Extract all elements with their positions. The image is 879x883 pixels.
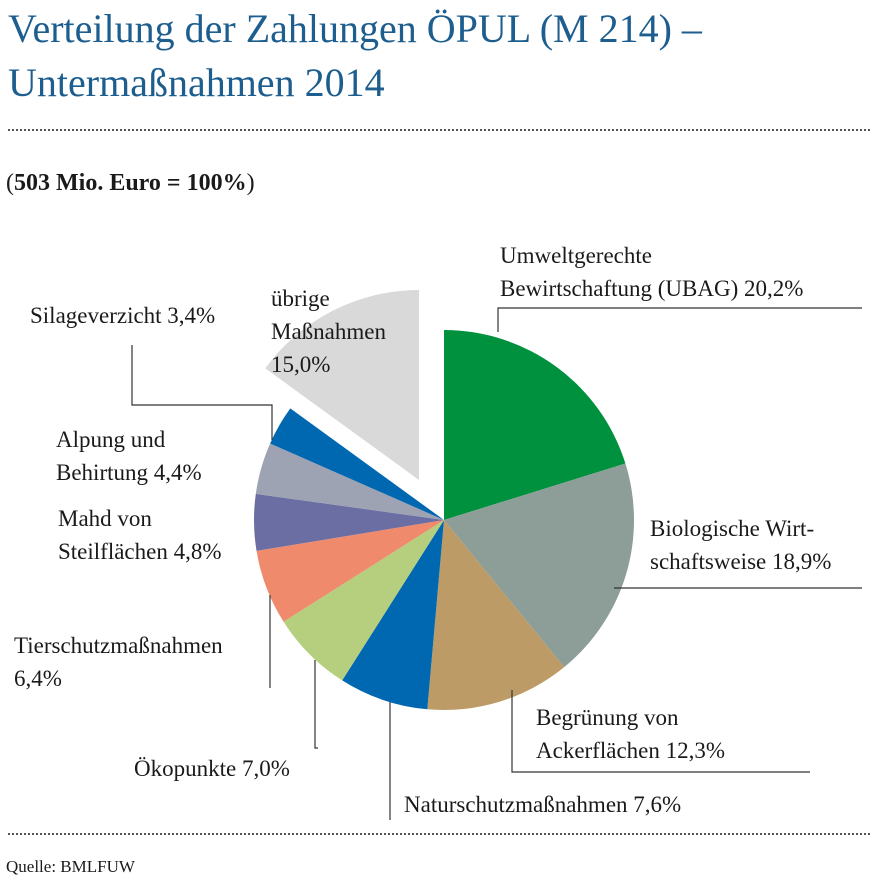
slice-label-3-line-1: Begrünung von (536, 705, 679, 730)
slice-label-1-line-1: Umweltgerechte (500, 243, 652, 268)
slice-label-7: Mahd von Steilflächen 4,8% (58, 506, 222, 564)
pie-slice-6 (256, 520, 444, 622)
slice-label-1-line-2: Bewirtschaftung (UBAG) 20,2% (500, 276, 803, 301)
pie-slice-3 (427, 520, 565, 711)
subtitle-close-paren: ) (246, 170, 255, 196)
slice-label-3-line-2: Ackerflächen 12,3% (536, 738, 725, 763)
pie-slice-10 (265, 290, 419, 480)
pie-slice-1 (444, 330, 626, 520)
chart-title: Verteilung der Zahlungen ÖPUL (M 214) – … (8, 2, 868, 110)
slice-label-4: Naturschutzmaßnahmen 7,6% (404, 792, 681, 817)
top-dotted-divider (8, 129, 870, 131)
source-note: Quelle: BMLFUW (6, 857, 135, 876)
slice-label-7-line-2: Steilflächen 4,8% (58, 539, 222, 564)
bottom-dotted-divider (8, 833, 870, 835)
chart-title-line-1: Verteilung der Zahlungen ÖPUL (M 214) – (8, 6, 702, 51)
leader-line-5 (314, 660, 318, 749)
slice-label-2: Biologische Wirt-schaftsweise 18,9% (650, 516, 831, 574)
subtitle-open-paren: ( (6, 170, 14, 196)
slice-label-5-line-1: Ökopunkte 7,0% (134, 756, 290, 781)
pie-slices (253, 290, 634, 711)
slice-label-2-line-1: Biologische Wirt- (650, 516, 814, 541)
pie-slice-4 (342, 520, 444, 710)
slice-label-10-line-2: Maßnahmen (271, 319, 386, 344)
slice-label-1: Umweltgerechte Bewirtschaftung (UBAG) 20,… (500, 243, 803, 301)
pie-slice-9 (270, 408, 444, 520)
slice-label-6-line-1: Tierschutzmaßnahmen (14, 633, 223, 658)
subtitle-total: 503 Mio. Euro = 100% (14, 170, 247, 196)
slice-label-6-line-2: 6,4% (14, 666, 62, 691)
slice-labels: Umweltgerechte Bewirtschaftung (UBAG) 20,… (14, 243, 831, 817)
slice-label-2-line-2: schaftsweise 18,9% (650, 549, 831, 574)
leader-line-1 (497, 307, 862, 332)
pie-slice-5 (283, 520, 444, 681)
slice-label-6: Tierschutzmaßnahmen 6,4% (14, 633, 223, 691)
chart-subtitle: (503 Mio. Euro = 100%) (6, 170, 255, 197)
slice-label-10-line-3: 15,0% (271, 352, 330, 377)
chart-title-line-2: Untermaßnahmen 2014 (8, 60, 385, 105)
pie-slice-8 (255, 443, 444, 520)
leader-lines (131, 307, 862, 820)
slice-label-8-line-2: Behirtung 4,4% (56, 460, 202, 485)
slice-label-3: Begrünung von Ackerflächen 12,3% (536, 705, 725, 763)
pie-slice-2 (444, 463, 634, 668)
slice-label-9: Silageverzicht 3,4% (30, 303, 215, 328)
slice-label-8-line-1: Alpung und (56, 427, 166, 452)
pie-slice-7 (253, 493, 444, 551)
slice-label-10-line-1: übrige (271, 286, 330, 311)
slice-label-7-line-1: Mahd von (58, 506, 152, 531)
leader-line-9 (131, 345, 273, 440)
slice-label-5: Ökopunkte 7,0% (134, 756, 290, 781)
slice-label-9-line-1: Silageverzicht 3,4% (30, 303, 215, 328)
slice-label-4-line-1: Naturschutzmaßnahmen 7,6% (404, 792, 681, 817)
leader-line-3 (511, 690, 810, 773)
slice-label-10: übrige Maßnahmen 15,0% (271, 286, 386, 377)
slice-label-8: Alpung und Behirtung 4,4% (56, 427, 202, 485)
